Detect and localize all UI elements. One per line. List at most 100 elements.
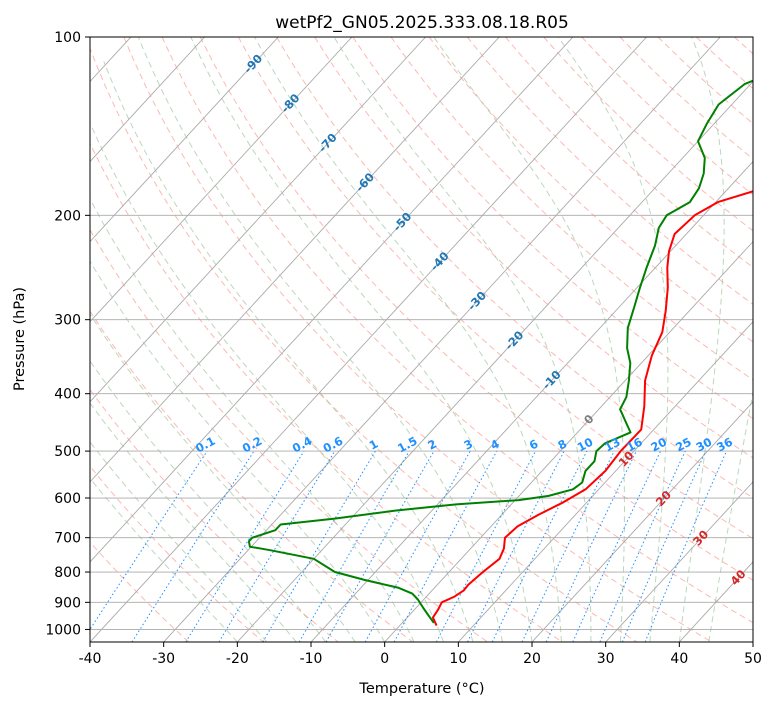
dry-adiabat-line (505, 37, 753, 268)
y-tick-label: 700 (54, 531, 81, 547)
moist-adiabat-line (708, 389, 753, 642)
isotherm-gridline (90, 37, 353, 323)
plot-frame (89, 36, 754, 643)
isotherm-gridline (310, 160, 753, 642)
x-axis: -40 -30 -20 -10 0 10 20 30 40 50 (79, 642, 762, 667)
x-tick-label: -30 (152, 651, 175, 667)
isotherm-gridline (458, 321, 753, 642)
dry-adiabat-line (161, 37, 753, 624)
isotherm-gridline (90, 37, 426, 403)
moist-adiabat-line (137, 37, 503, 642)
y-axis-title: Pressure (hPa) (12, 287, 28, 391)
mixing-ratio-label: 8 (555, 437, 569, 453)
mixing-ratio-label: 10 (575, 435, 596, 455)
x-tick-label: -10 (300, 651, 323, 667)
x-tick-label: 30 (597, 651, 615, 667)
y-tick-label: 600 (54, 491, 81, 507)
mixing-ratio-label: 16 (624, 435, 645, 455)
moist-adiabat-line (90, 313, 356, 642)
mixing-ratio-line (435, 450, 537, 642)
dry-adiabat-line (352, 37, 753, 420)
dry-adiabat-line (90, 142, 563, 642)
isotherm-gridline (90, 37, 574, 563)
mixing-ratio-label: 1.5 (395, 434, 420, 456)
dry-adiabat-line (90, 541, 190, 642)
isotherm-gridline (90, 37, 205, 163)
dry-adiabat-line (428, 37, 753, 343)
moist-adiabat-line (433, 37, 625, 642)
mixing-ratio-line (599, 450, 686, 642)
moist-adiabat-line (90, 260, 386, 642)
isotherm-gridline (0, 37, 57, 642)
mixing-ratio-line (521, 450, 615, 642)
profiles (247, 79, 753, 627)
mixing-ratio-line (218, 450, 336, 642)
mixing-ratio-label: 25 (673, 435, 694, 455)
moist-adiabat-line (254, 37, 562, 642)
moist-adiabat-line (90, 360, 327, 642)
dry-adiabat-line (734, 37, 753, 55)
dry-adiabat-line (90, 310, 414, 642)
mixing-ratio-label: 0.6 (321, 434, 346, 456)
dry-adiabat-line (90, 46, 638, 642)
moist-adiabat-line (557, 37, 669, 642)
dry-adiabat-line (90, 228, 488, 642)
isotherm-gridline (605, 481, 753, 642)
dry-adiabat-line (390, 37, 753, 381)
isotherm-gridline (90, 37, 647, 642)
mixing-ratio-label: 20 (648, 435, 669, 455)
x-tick-label: 40 (670, 651, 688, 667)
mixing-ratio-line (467, 450, 565, 642)
x-tick-label: 10 (449, 651, 467, 667)
isotherm-gridline (237, 80, 753, 642)
y-tick-label: 1000 (45, 622, 81, 638)
mixing-ratio-line (90, 450, 208, 631)
dewpoint-profile-line (247, 79, 753, 624)
x-tick-label: 0 (380, 651, 389, 667)
isotherm-gridline (90, 37, 279, 243)
mixing-ratio-labels: 0.1 0.2 0.4 0.6 1 1.5 2 3 4 6 8 10 13 16 20 25 30 36 (193, 434, 735, 456)
mixing-ratio-line (644, 450, 727, 642)
mixing-ratio-line (491, 450, 588, 642)
isotherm-gridline (679, 561, 753, 642)
mixing-ratio-lines (90, 450, 727, 642)
mixing-ratio-label: 4 (488, 437, 502, 453)
chart-title: wetPf2_GN05.2025.333.08.18.R05 (275, 13, 569, 33)
mixing-ratio-label: 1 (367, 437, 381, 453)
moist-adiabat-line (90, 441, 268, 642)
dry-adiabat-line (123, 37, 712, 642)
x-tick-label: -40 (79, 651, 102, 667)
dry-adiabat-line (543, 37, 753, 232)
isotherm-gridline (752, 641, 753, 642)
mixing-ratio-label: 13 (602, 435, 623, 455)
dry-adiabat-line (199, 37, 753, 581)
dry-adiabat-line (90, 388, 339, 642)
temperature-profile-line (431, 190, 753, 627)
mixing-ratio-label: 3 (461, 437, 475, 453)
x-axis-title: Temperature (°C) (358, 681, 484, 697)
y-tick-label: 100 (54, 30, 81, 46)
mixing-ratio-label: 36 (714, 435, 735, 455)
moist-adiabat-line (90, 197, 415, 642)
y-tick-label: 800 (54, 565, 81, 581)
mixing-ratio-label: 30 (694, 435, 715, 455)
dry-adiabats (90, 37, 753, 642)
moist-adiabat-line (333, 37, 592, 642)
mixing-ratio-line (185, 450, 305, 642)
dry-adiabat-line (276, 37, 753, 499)
isotherm-gridline (163, 37, 721, 642)
moist-adiabat-line (190, 37, 533, 642)
mixing-ratio-line (131, 450, 255, 642)
mixing-ratio-label: 0.4 (290, 434, 315, 456)
x-tick-label: -20 (226, 651, 249, 667)
mixing-ratio-line (393, 450, 498, 642)
dry-adiabat-line (466, 37, 753, 305)
moist-adiabat-line (678, 37, 725, 642)
moist-adiabat-line (90, 121, 445, 642)
y-tick-label: 400 (54, 387, 81, 403)
dry-adiabat-line (695, 37, 753, 90)
grid (0, 37, 753, 642)
x-tick-label: 50 (744, 651, 762, 667)
